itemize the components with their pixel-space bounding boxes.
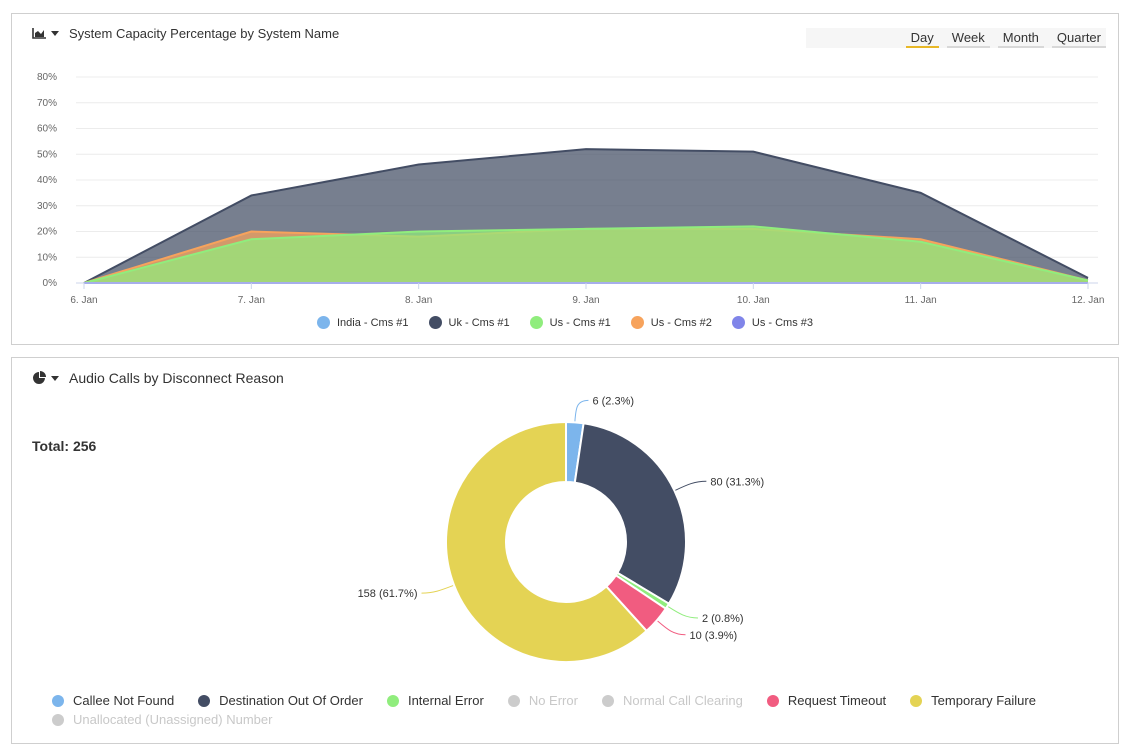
legend-dot-icon: [731, 316, 745, 329]
y-tick-label: 70%: [37, 98, 57, 109]
slice-destination-out-of-order[interactable]: [573, 422, 687, 606]
legend-item-normal-call-clearing[interactable]: Normal Call Clearing: [601, 691, 743, 710]
legend-label: Temporary Failure: [931, 693, 1036, 708]
connector-line: [667, 606, 698, 619]
y-tick-label: 30%: [37, 201, 57, 212]
capacity-chart-title: System Capacity Percentage by System Nam…: [69, 26, 340, 41]
connector-line: [421, 585, 454, 594]
legend-dot-icon: [198, 694, 211, 707]
legend-item-us-cms-1[interactable]: Us - Cms #1: [529, 316, 611, 329]
tab-week[interactable]: Week: [946, 28, 990, 48]
area-chart-icon[interactable]: [32, 28, 46, 39]
line-us-cms-1: [83, 225, 1089, 284]
y-tick-label: 20%: [37, 227, 57, 238]
legend-item-internal-error[interactable]: Internal Error: [386, 691, 484, 710]
x-tick-label: 7. Jan: [238, 295, 265, 306]
slice-temporary-failure[interactable]: [445, 420, 649, 663]
connector-line: [574, 399, 589, 422]
legend-item-us-cms-2[interactable]: Us - Cms #2: [630, 316, 712, 329]
legend-item-request-timeout[interactable]: Request Timeout: [766, 691, 887, 710]
capacity-panel-header: System Capacity Percentage by System Nam…: [32, 26, 339, 41]
data-label: 10 (3.9%): [690, 630, 738, 642]
chart-type-caret-icon[interactable]: [51, 31, 59, 36]
data-label: 6 (2.3%): [592, 395, 634, 407]
data-label: 158 (61.7%): [358, 588, 418, 600]
connector-line: [657, 620, 686, 636]
disconnect-panel-header: Audio Calls by Disconnect Reason: [32, 370, 284, 386]
legend-dot-icon: [316, 316, 330, 329]
y-tick-label: 50%: [37, 149, 57, 160]
disconnect-donut-chart: 6 (2.3%) 80 (31.3%) 2 (0.8%) 10 (3.9%) 158 (…: [358, 395, 764, 663]
tab-month[interactable]: Month: [997, 28, 1044, 48]
legend-dot-icon: [529, 316, 543, 329]
legend-item-us-cms-3[interactable]: Us - Cms #3: [731, 316, 814, 329]
legend-item-destination-out-of-order[interactable]: Destination Out Of Order: [198, 691, 363, 710]
y-tick-label: 60%: [37, 124, 57, 135]
legend-item-unallocated-unassigned-number[interactable]: Unallocated (Unassigned) Number: [52, 710, 272, 729]
total-count: Total: 256: [32, 438, 97, 454]
legend-label: No Error: [528, 693, 578, 708]
legend-item-uk-cms-1[interactable]: Uk - Cms #1: [428, 316, 510, 329]
legend-item-no-error[interactable]: No Error: [507, 691, 578, 710]
legend-label: India - Cms #1: [336, 316, 409, 329]
line-uk-cms-1: [83, 148, 1089, 284]
legend-dot-icon: [507, 694, 520, 707]
legend-label: Uk - Cms #1: [448, 316, 510, 329]
x-tick-label: 6. Jan: [70, 295, 97, 306]
legend-label: Request Timeout: [787, 693, 887, 708]
legend-label: Normal Call Clearing: [622, 693, 743, 708]
legend-label: Unallocated (Unassigned) Number: [73, 712, 273, 727]
legend-dot-icon: [428, 316, 442, 329]
legend-dot-icon: [52, 694, 64, 707]
legend-label: Destination Out Of Order: [219, 693, 363, 708]
capacity-legend: India - Cms #1 Uk - Cms #1 Us - Cms #1 Us -…: [12, 316, 1118, 329]
y-tick-label: 80%: [37, 72, 57, 83]
legend-item-india-cms-1[interactable]: India - Cms #1: [316, 316, 409, 329]
legend-item-callee-not-found[interactable]: Callee Not Found: [52, 691, 174, 710]
legend-label: Us - Cms #2: [650, 316, 712, 329]
legend-dot-icon: [910, 694, 923, 707]
legend-label: Internal Error: [407, 693, 484, 708]
capacity-panel: System Capacity Percentage by System Nam…: [11, 13, 1119, 345]
x-tick-label: 12. Jan: [1072, 295, 1105, 306]
legend-label: Us - Cms #1: [549, 316, 611, 329]
disconnect-panel: Audio Calls by Disconnect Reason Total: …: [11, 357, 1119, 744]
x-tick-label: 11. Jan: [905, 295, 937, 306]
tab-quarter[interactable]: Quarter: [1051, 28, 1106, 48]
legend-label: Us - Cms #3: [751, 316, 814, 329]
x-tick-label: 10. Jan: [737, 295, 770, 306]
legend-dot-icon: [52, 713, 64, 726]
y-tick-label: 40%: [37, 175, 57, 186]
legend-label: Callee Not Found: [73, 693, 175, 708]
y-tick-label: 0%: [43, 278, 58, 289]
area-us-cms-1[interactable]: [84, 226, 1088, 283]
x-tick-label: 9. Jan: [572, 295, 599, 306]
connector-line: [675, 480, 707, 491]
data-label: 80 (31.3%): [710, 476, 764, 488]
data-label: 2 (0.8%): [702, 613, 744, 625]
tab-day[interactable]: Day: [905, 28, 939, 48]
x-tick-label: 8. Jan: [405, 295, 432, 306]
legend-dot-icon: [601, 694, 614, 707]
disconnect-legend: Callee Not Found Destination Out Of Order…: [52, 691, 1112, 729]
pie-chart-icon[interactable]: [32, 371, 46, 385]
legend-dot-icon: [630, 316, 644, 329]
disconnect-chart-title: Audio Calls by Disconnect Reason: [69, 370, 284, 386]
legend-item-temporary-failure[interactable]: Temporary Failure: [910, 691, 1036, 710]
capacity-area-chart: 0% 10% 20% 30% 40% 50% 60% 70% 80% 6. Jan 7. Jan 8.…: [37, 72, 1105, 306]
period-tabs: Day Week Month Quarter: [806, 28, 1106, 48]
legend-dot-icon: [386, 694, 399, 707]
legend-dot-icon: [766, 694, 779, 707]
chart-type-caret-icon[interactable]: [51, 375, 59, 381]
y-tick-label: 10%: [37, 252, 57, 263]
